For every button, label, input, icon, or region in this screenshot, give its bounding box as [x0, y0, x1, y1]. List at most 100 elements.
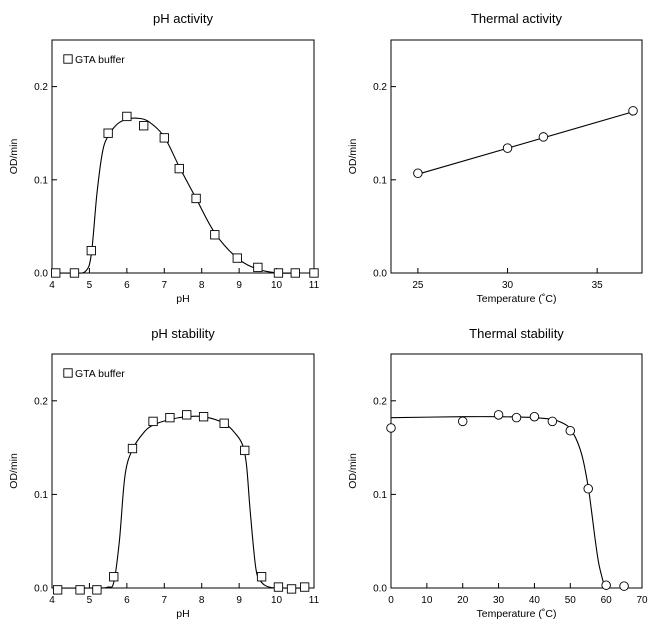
- thermal-activity-x-tick-label: 30: [502, 280, 514, 291]
- thermal-stability-fit-curve: [390, 416, 605, 587]
- ph-stability-panel: pH stability 4 5 6 7 8 9 10 11 0.0 0.1 0.2 pH OD/min G…: [8, 326, 320, 620]
- thermal-stability-panel: Thermal stability 0 10 20 30 40 50 60 70 0.0 0.1 0.…: [347, 326, 648, 620]
- ph-activity-title: pH activity: [153, 11, 213, 26]
- ph-activity-data-point: [86, 245, 96, 256]
- thermal-activity-panel: Thermal activity 25 30 35 0.0 0.1 0.2 Temperatu…: [347, 11, 643, 305]
- thermal-activity-data-point: [628, 106, 638, 116]
- ph-stability-x-tick-label: 5: [87, 595, 93, 606]
- thermal-stability-x-tick-label: 50: [565, 595, 577, 606]
- ph-activity-data-point: [159, 133, 169, 143]
- ph-activity-data-point: [309, 268, 319, 278]
- ph-activity-panel: pH activity 4 5 6 7 8 9 10 11 0.0 0.1 0.2 pH OD/min GT…: [8, 11, 320, 305]
- thermal-activity-x-tick-label: 35: [592, 280, 604, 291]
- ph-activity-plot-frame: [51, 39, 315, 274]
- ph-activity-y-tick-label: 0.0: [34, 269, 48, 280]
- ph-stability-legend-label: GTA buffer: [75, 368, 125, 380]
- thermal-stability-x-tick-label: 0: [388, 595, 394, 606]
- thermal-activity-y-axis-label: OD/min: [347, 139, 359, 175]
- ph-activity-data-point: [174, 163, 184, 174]
- thermal-stability-x-tick-label: 30: [493, 595, 505, 606]
- thermal-stability-data-point: [601, 580, 611, 590]
- ph-stability-y-axis-label: OD/min: [8, 453, 20, 489]
- ph-stability-data-point: [299, 582, 310, 592]
- thermal-activity-y-tick-label: 0.2: [373, 82, 387, 93]
- ph-stability-data-point: [273, 582, 284, 592]
- thermal-activity-plot-frame: [390, 39, 643, 274]
- ph-activity-data-point: [253, 262, 263, 273]
- ph-stability-data-point: [127, 443, 138, 454]
- ph-stability-y-tick-label: 0.1: [34, 490, 48, 501]
- thermal-stability-x-tick-label: 70: [636, 595, 648, 606]
- ph-stability-x-tick-label: 8: [199, 595, 205, 606]
- ph-activity-data-point: [273, 268, 284, 278]
- thermal-activity-y-tick-label: 0.0: [373, 269, 387, 280]
- thermal-activity-data-point: [538, 132, 549, 142]
- thermal-stability-data-point: [493, 410, 504, 420]
- thermal-activity-data-point: [413, 168, 423, 179]
- thermal-stability-plot-frame: [390, 353, 643, 589]
- thermal-stability-data-point: [565, 426, 576, 436]
- ph-activity-data-point: [122, 111, 132, 122]
- ph-activity-x-tick-label: 10: [271, 280, 283, 291]
- ph-activity-data-point: [69, 268, 80, 278]
- ph-activity-y-axis-label: OD/min: [8, 139, 20, 175]
- ph-stability-data-point: [52, 585, 63, 595]
- ph-activity-y-tick-label: 0.1: [34, 175, 48, 186]
- ph-stability-data-point: [109, 572, 119, 582]
- ph-stability-data-point: [286, 584, 297, 594]
- thermal-stability-x-tick-label: 20: [457, 595, 469, 606]
- ph-activity-x-tick-label: 9: [236, 280, 242, 291]
- ph-stability-data-point: [148, 416, 158, 427]
- ph-stability-x-tick-label: 4: [49, 595, 55, 606]
- thermal-stability-y-axis-label: OD/min: [347, 453, 359, 489]
- thermal-stability-data-point: [583, 484, 593, 494]
- ph-stability-x-axis-label: pH: [176, 608, 189, 620]
- ph-activity-data-point: [103, 128, 113, 138]
- thermal-stability-x-tick-label: 60: [601, 595, 613, 606]
- ph-stability-data-point: [256, 572, 267, 582]
- thermal-stability-data-point: [619, 581, 629, 591]
- ph-activity-x-tick-label: 11: [309, 280, 320, 291]
- thermal-activity-x-tick-label: 25: [412, 280, 424, 291]
- thermal-activity-y-tick-label: 0.1: [373, 175, 387, 186]
- thermal-stability-y-tick-label: 0.0: [373, 584, 387, 595]
- thermal-activity-title: Thermal activity: [471, 11, 563, 26]
- ph-activity-x-tick-label: 8: [199, 280, 205, 291]
- ph-activity-data-point: [232, 253, 242, 263]
- thermal-activity-x-axis-label: Temperature (˚C): [477, 293, 557, 305]
- thermal-stability-x-tick-label: 10: [421, 595, 433, 606]
- ph-activity-data-point: [51, 268, 61, 278]
- thermal-stability-data-point: [511, 412, 522, 423]
- ph-stability-x-tick-label: 11: [309, 595, 320, 606]
- ph-stability-data-point: [219, 418, 229, 428]
- ph-activity-data-point: [191, 193, 201, 204]
- thermal-stability-x-tick-label: 40: [529, 595, 541, 606]
- ph-stability-y-tick-label: 0.2: [34, 396, 48, 407]
- thermal-stability-data-point: [457, 416, 468, 427]
- ph-stability-title: pH stability: [151, 326, 215, 341]
- ph-stability-fit-curve: [57, 415, 305, 589]
- thermal-stability-y-tick-label: 0.2: [373, 396, 387, 407]
- ph-activity-x-axis-label: pH: [176, 293, 189, 305]
- ph-stability-data-point: [182, 410, 192, 420]
- ph-stability-plot-frame: [51, 353, 315, 589]
- ph-stability-data-point: [198, 412, 209, 422]
- ph-stability-data-point: [92, 585, 102, 595]
- thermal-stability-data-point: [547, 416, 558, 427]
- ph-activity-x-tick-label: 4: [49, 280, 55, 291]
- ph-activity-x-tick-label: 5: [87, 280, 93, 291]
- ph-activity-x-tick-label: 7: [162, 280, 168, 291]
- ph-stability-legend-marker: [63, 368, 73, 378]
- thermal-stability-x-axis-label: Temperature (˚C): [477, 608, 557, 620]
- ph-stability-x-tick-label: 7: [162, 595, 168, 606]
- ph-activity-y-tick-label: 0.2: [34, 82, 48, 93]
- thermal-activity-data-point: [502, 143, 513, 153]
- ph-activity-legend-marker: [63, 54, 73, 64]
- thermal-stability-title: Thermal stability: [469, 326, 564, 341]
- ph-stability-x-tick-label: 6: [124, 595, 130, 606]
- ph-stability-data-point: [75, 585, 85, 595]
- thermal-stability-data-point: [529, 411, 540, 422]
- thermal-stability-y-tick-label: 0.1: [373, 490, 387, 501]
- ph-stability-data-point: [165, 412, 175, 423]
- ph-activity-legend-label: GTA buffer: [75, 54, 125, 66]
